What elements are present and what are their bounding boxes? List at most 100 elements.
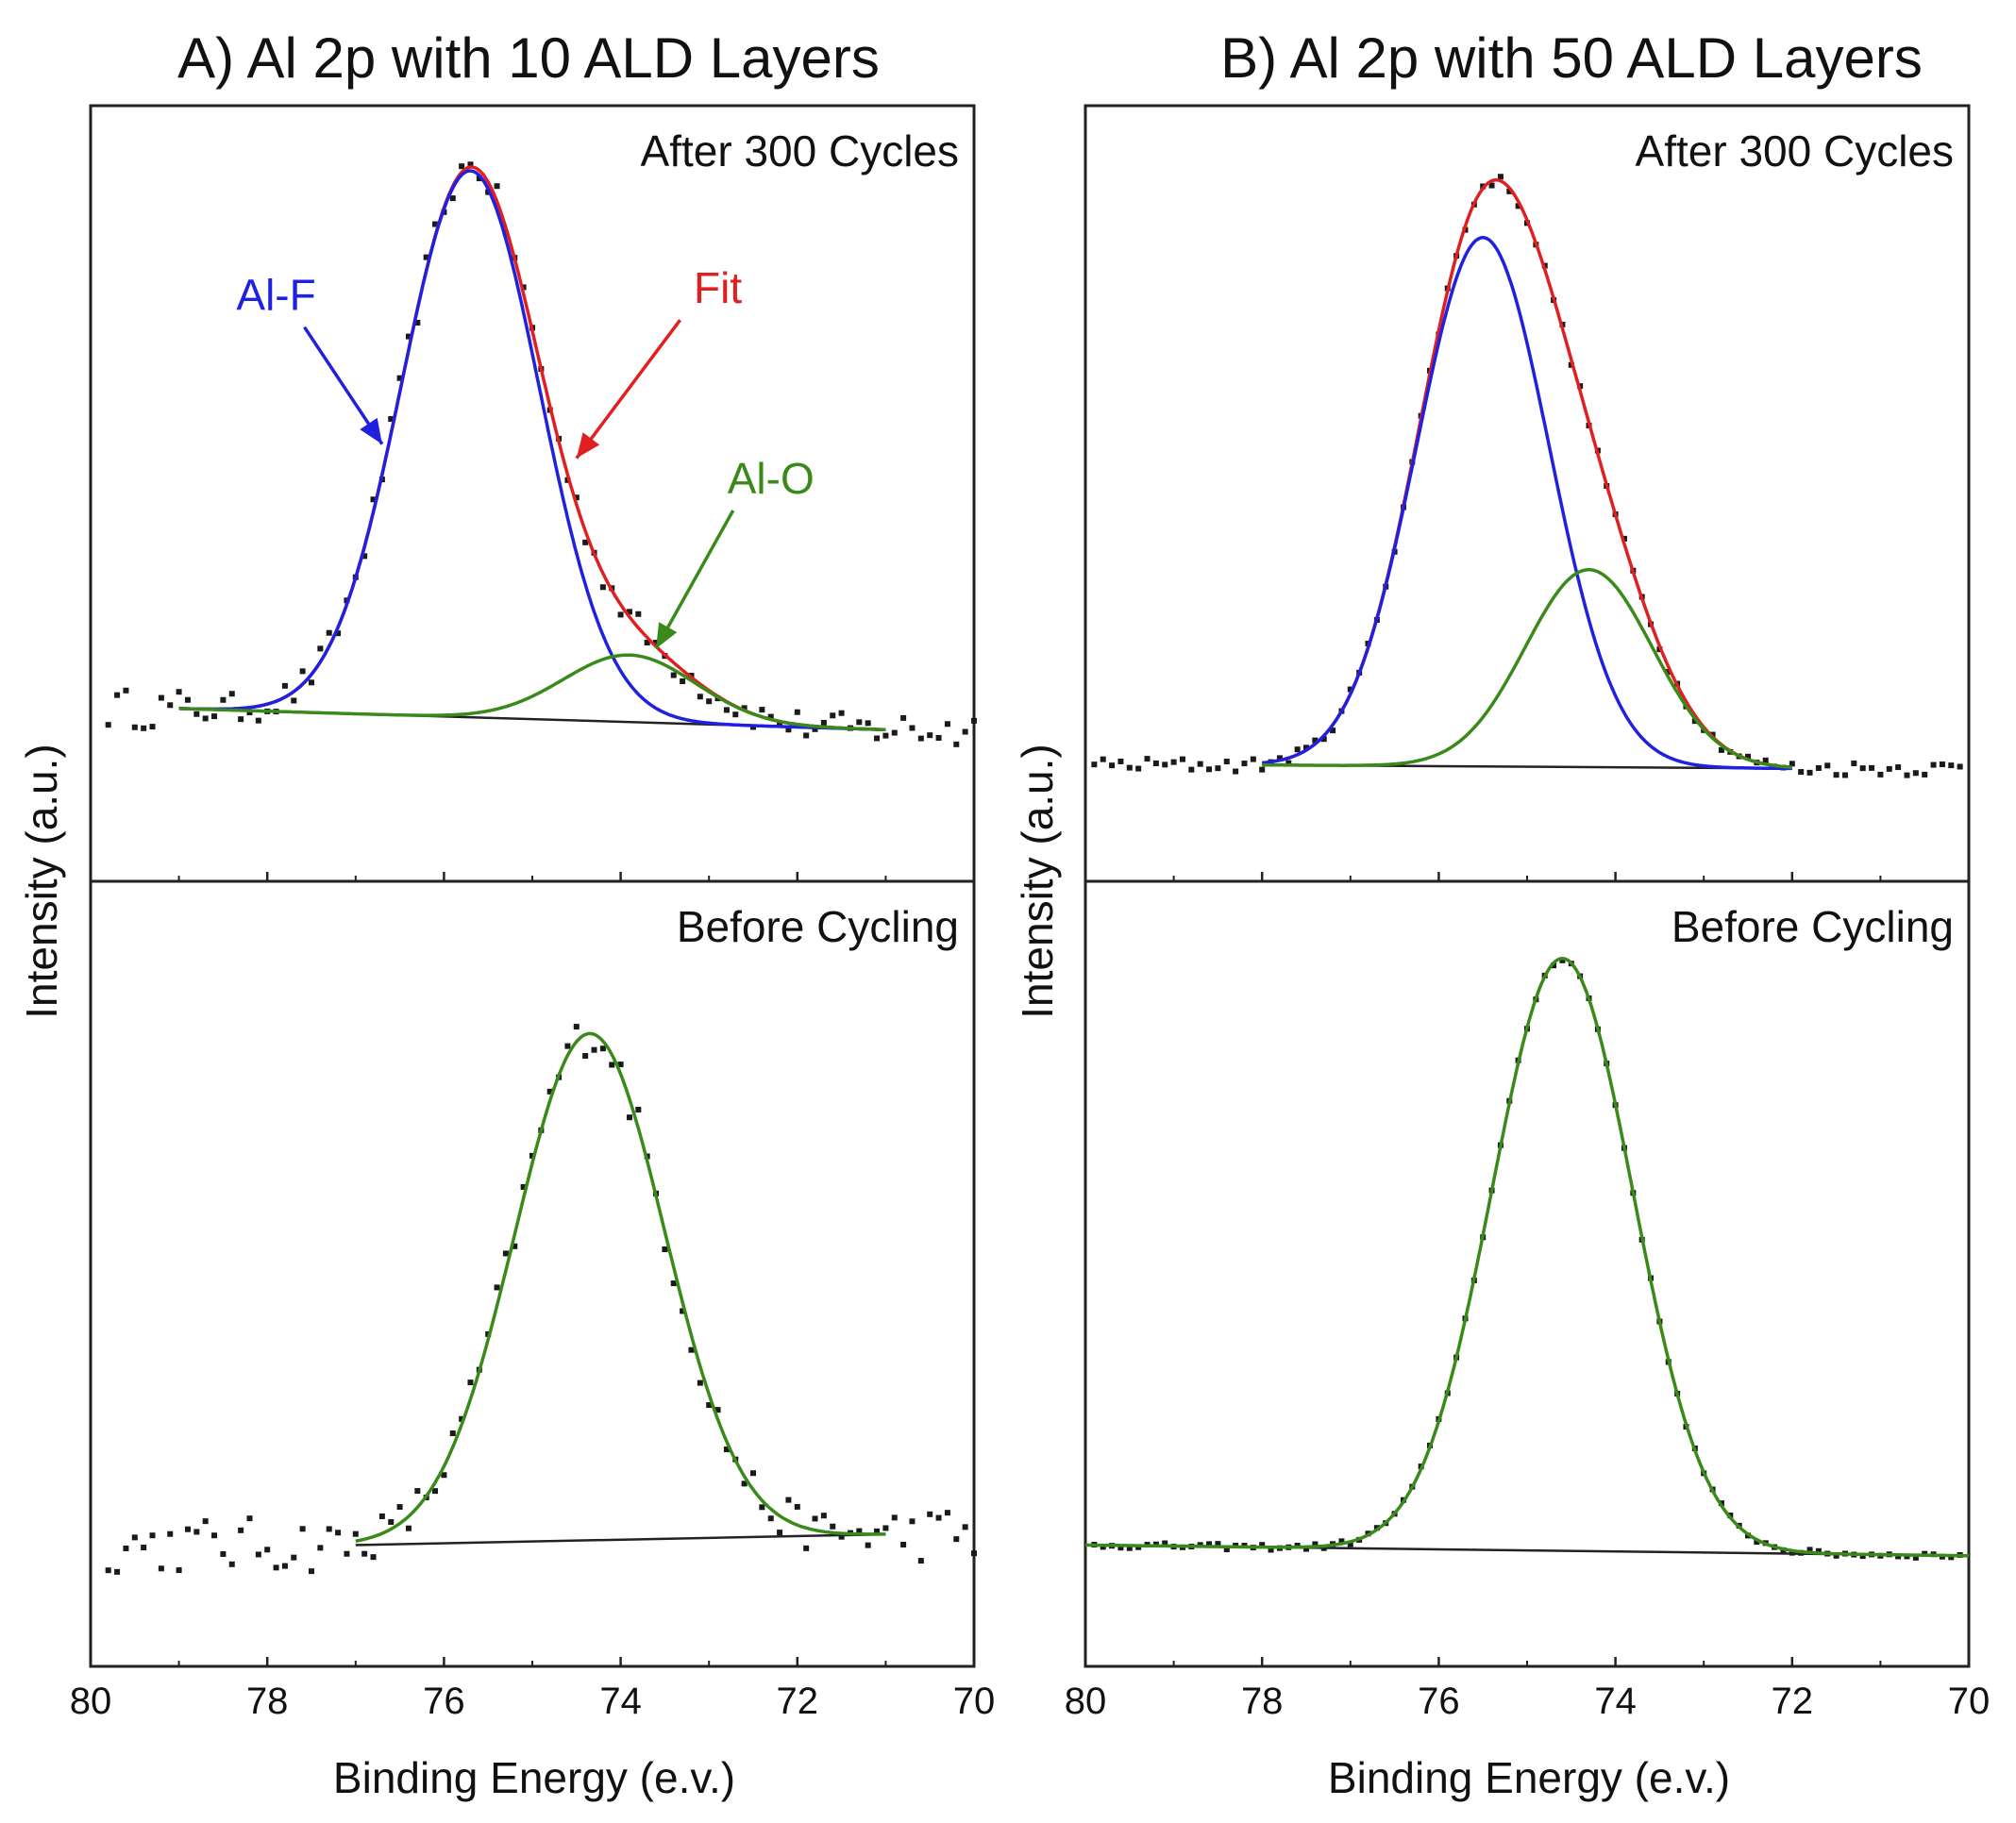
data-point bbox=[794, 709, 800, 715]
data-point bbox=[1162, 761, 1168, 768]
data-point bbox=[653, 639, 660, 645]
data-point bbox=[149, 1532, 156, 1539]
data-point bbox=[211, 713, 218, 720]
data-point bbox=[935, 735, 942, 742]
data-point bbox=[706, 1402, 713, 1409]
subplot-after-cycling: After 300 Cycles Al-F Fit Al-O bbox=[105, 126, 977, 747]
data-point bbox=[414, 1488, 421, 1495]
data-point bbox=[1859, 765, 1866, 772]
data-point bbox=[529, 1152, 535, 1159]
x-tick-label: 78 bbox=[246, 1681, 289, 1722]
data-point bbox=[388, 416, 395, 423]
data-point bbox=[281, 682, 288, 689]
data-point bbox=[573, 494, 580, 501]
data-point bbox=[1206, 766, 1213, 773]
data-point bbox=[167, 702, 174, 709]
data-point bbox=[494, 1284, 500, 1291]
data-point bbox=[582, 539, 589, 545]
data-point bbox=[1197, 761, 1203, 767]
data-point bbox=[1506, 188, 1513, 194]
data-point bbox=[361, 553, 368, 560]
data-point bbox=[238, 1527, 244, 1533]
data-point bbox=[714, 1407, 721, 1413]
data-point bbox=[1930, 761, 1937, 768]
annotation-arrow bbox=[654, 510, 735, 650]
data-point bbox=[617, 1062, 624, 1068]
data-point bbox=[882, 732, 889, 739]
fit-curve bbox=[1262, 178, 1792, 769]
data-point bbox=[794, 1503, 800, 1510]
peak-curve-al-o bbox=[178, 653, 886, 732]
data-point bbox=[309, 679, 314, 686]
annotation-al-f: Al-F bbox=[236, 271, 384, 445]
data-point bbox=[423, 254, 429, 260]
data-point bbox=[662, 1246, 668, 1252]
data-point bbox=[459, 163, 465, 170]
subplot-label: Before Cycling bbox=[1672, 902, 1954, 951]
data-point bbox=[1223, 759, 1230, 765]
data-point bbox=[105, 1567, 111, 1574]
panel-b-xlabel: Binding Energy (e.v.) bbox=[1328, 1753, 1730, 1802]
data-point bbox=[1877, 771, 1884, 778]
data-point bbox=[680, 678, 686, 685]
data-point bbox=[1895, 764, 1902, 771]
data-point bbox=[1551, 962, 1557, 969]
x-tick-label: 78 bbox=[1241, 1681, 1284, 1722]
data-point bbox=[131, 1534, 138, 1541]
data-point bbox=[1904, 772, 1910, 778]
data-point bbox=[167, 1530, 174, 1537]
peak-curve-al-o bbox=[1262, 568, 1792, 769]
data-point bbox=[273, 1564, 279, 1571]
data-point bbox=[900, 714, 907, 721]
subplot-before-cycling: Before Cycling bbox=[1084, 902, 1970, 1561]
data-point bbox=[1294, 746, 1301, 753]
data-point bbox=[697, 1380, 703, 1386]
data-point bbox=[459, 1415, 465, 1422]
data-point bbox=[1206, 1541, 1213, 1547]
data-point bbox=[599, 584, 606, 591]
data-point bbox=[335, 630, 342, 637]
data-point bbox=[891, 729, 898, 736]
data-point bbox=[309, 1568, 314, 1575]
data-point bbox=[723, 1447, 730, 1453]
data-point bbox=[1806, 1547, 1813, 1553]
data-point bbox=[944, 1510, 950, 1516]
data-point bbox=[944, 721, 950, 728]
data-point bbox=[1833, 772, 1840, 778]
data-point bbox=[520, 1183, 527, 1190]
baseline-line bbox=[355, 1532, 886, 1547]
data-point bbox=[370, 1554, 377, 1561]
data-point bbox=[1939, 761, 1945, 768]
data-point bbox=[1100, 1544, 1106, 1550]
data-point bbox=[759, 707, 765, 713]
data-point bbox=[670, 672, 677, 678]
peak-curve-al-o bbox=[1085, 957, 1970, 1558]
data-point bbox=[1559, 957, 1566, 963]
data-point bbox=[149, 724, 156, 730]
data-point bbox=[830, 1523, 836, 1530]
data-point bbox=[962, 1524, 968, 1530]
arrow-head bbox=[360, 417, 382, 444]
data-point bbox=[1303, 1546, 1309, 1552]
data-point bbox=[874, 1528, 881, 1534]
annotation-fit: Fit bbox=[575, 263, 742, 460]
data-point bbox=[1091, 761, 1098, 768]
data-point bbox=[123, 687, 129, 694]
data-point bbox=[1330, 728, 1336, 734]
data-point bbox=[281, 1563, 288, 1569]
data-point bbox=[1851, 761, 1857, 767]
data-point bbox=[635, 610, 642, 617]
data-point bbox=[953, 741, 960, 747]
data-point bbox=[767, 1515, 774, 1522]
data-point bbox=[335, 1530, 342, 1536]
data-point bbox=[317, 1545, 324, 1551]
fit-curve bbox=[178, 165, 886, 732]
data-point bbox=[635, 1106, 642, 1112]
data-point bbox=[1497, 174, 1504, 180]
data-point bbox=[917, 1558, 924, 1564]
data-point bbox=[158, 694, 164, 701]
data-point bbox=[432, 221, 439, 227]
data-point bbox=[432, 1488, 439, 1495]
data-point bbox=[1312, 1541, 1319, 1547]
data-point bbox=[291, 1554, 297, 1561]
